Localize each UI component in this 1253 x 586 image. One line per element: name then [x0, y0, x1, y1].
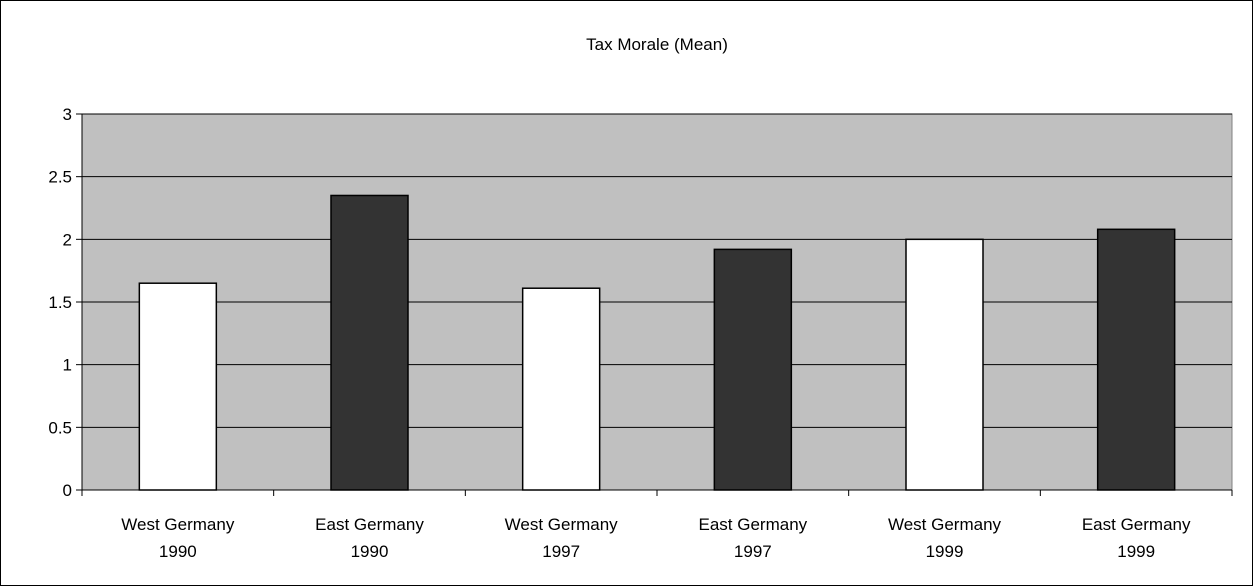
y-tick-label: 0 — [63, 481, 72, 500]
x-tick-label: West Germany 1997 — [505, 515, 619, 561]
bars — [138, 194, 1176, 491]
y-tick-label: 1.5 — [48, 293, 72, 312]
x-tick-label: West Germany 1990 — [121, 515, 235, 561]
y-tick-label: 2.5 — [48, 168, 72, 187]
y-tick-labels: 0 0.5 1 1.5 2 2.5 3 — [48, 105, 72, 500]
x-tick-label: East Germany 1990 — [315, 515, 424, 561]
gridlines — [82, 113, 1232, 428]
y-tick-label: 3 — [63, 105, 72, 124]
y-tick-label: 0.5 — [48, 418, 72, 437]
chart-title: Tax Morale (Mean) — [586, 35, 728, 54]
bar — [713, 248, 793, 491]
x-tick-label: East Germany 1999 — [1082, 515, 1191, 561]
axes — [76, 113, 1233, 496]
x-tick-label: East Germany 1997 — [699, 515, 808, 561]
bar — [1096, 228, 1176, 491]
bar — [330, 194, 409, 491]
x-tick-labels: West Germany 1990 East Germany 1990 West Ger… — [121, 515, 1191, 561]
bar — [521, 287, 601, 491]
bar — [905, 238, 984, 491]
bar — [138, 282, 218, 491]
y-tick-label: 1 — [63, 356, 72, 375]
x-tick-label: West Germany 1999 — [888, 515, 1002, 561]
y-tick-label: 2 — [63, 230, 72, 249]
